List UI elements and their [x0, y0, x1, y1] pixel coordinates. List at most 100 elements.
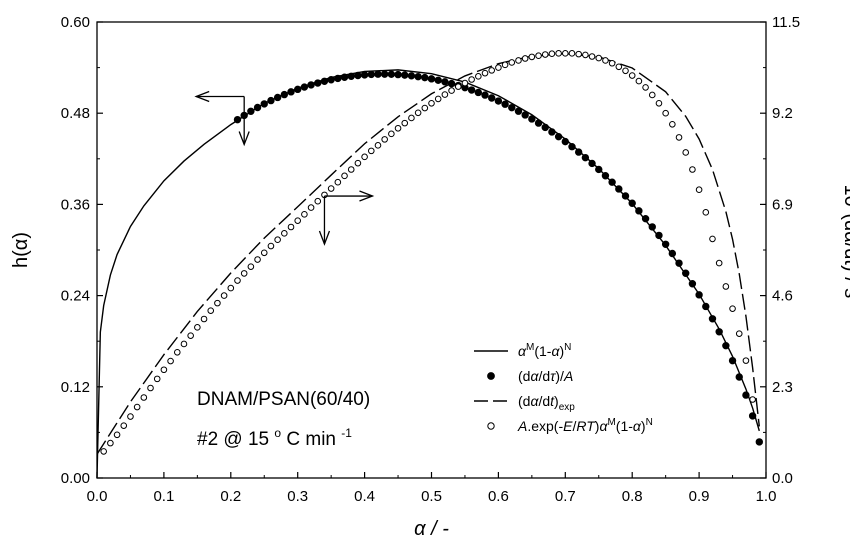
open-point — [729, 305, 736, 312]
open-point — [702, 209, 710, 216]
open-point — [167, 357, 174, 365]
open-point — [207, 307, 215, 314]
x-tick-label: 0.8 — [622, 488, 643, 505]
y-tick-label: 0.60 — [61, 14, 90, 31]
arrow-head — [194, 90, 210, 103]
open-point — [347, 166, 355, 173]
filled-point — [427, 75, 436, 83]
open-point — [194, 324, 201, 331]
open-point — [381, 136, 388, 143]
x-tick-label: 1.0 — [756, 488, 777, 505]
open-point — [220, 292, 228, 299]
open-point — [575, 50, 582, 58]
axis-labels: α / - h(α) 10³(dα/dt) / s⁻¹ — [10, 184, 850, 540]
open-point — [488, 67, 496, 74]
open-point — [267, 242, 275, 250]
y2-axis-label: 10³(dα/dt) / s⁻¹ — [840, 184, 850, 315]
open-point — [281, 230, 288, 237]
filled-point — [648, 223, 656, 231]
filled-point — [528, 115, 536, 123]
filled-point — [340, 73, 349, 81]
open-point — [689, 166, 696, 173]
open-point — [562, 50, 569, 57]
open-point — [100, 448, 107, 455]
filled-point — [548, 128, 556, 136]
filled-point — [682, 269, 690, 277]
legend-label: (dα/dτ)/A — [518, 368, 573, 384]
filled-point — [715, 328, 723, 336]
arrow-head — [238, 131, 250, 147]
filled-point — [635, 207, 643, 215]
annotation-line-1: DNAM/PSAN(60/40) — [197, 389, 370, 410]
filled-point — [488, 94, 496, 102]
filled-point — [380, 70, 389, 78]
annotation-layer: DNAM/PSAN(60/40) #2 @ 15 o C min -1 — [194, 90, 375, 450]
open-point — [234, 277, 241, 284]
open-point — [227, 284, 235, 292]
open-point — [180, 340, 188, 348]
x-tick-label: 0.4 — [354, 488, 375, 505]
open-point — [695, 186, 703, 194]
legend-entry-0: αM​(1-α)N​ — [474, 342, 571, 359]
filled-point — [735, 373, 743, 381]
open-point — [608, 59, 616, 67]
x-tick-label: 0.0 — [87, 488, 108, 505]
open-point — [401, 119, 409, 127]
legend: αM​(1-α)N​ (dα/dτ)/A (dα/dt)exp​ A.exp(-E/R… — [474, 342, 653, 434]
open-point — [187, 332, 194, 339]
filled-point — [615, 185, 623, 193]
annotation-unit: C min — [286, 429, 336, 450]
annotation-exponent: -1 — [341, 426, 352, 440]
open-point — [274, 236, 281, 243]
filled-point — [668, 249, 677, 258]
y2-tick-label: 11.5 — [772, 14, 800, 31]
open-point — [341, 172, 348, 180]
open-point — [388, 130, 395, 138]
open-point — [200, 315, 208, 323]
filled-point — [628, 199, 636, 207]
filled-point — [521, 111, 529, 119]
filled-point — [534, 119, 543, 127]
filled-point — [354, 71, 362, 80]
filled-point — [394, 70, 402, 79]
open-point — [648, 91, 656, 99]
arrow-head — [359, 190, 375, 202]
y2-tick-label: 6.9 — [772, 196, 793, 213]
filled-point — [300, 83, 309, 91]
axes-layer: 0.0 0.1 0.2 0.3 0.4 0.5 0.6 0.7 0.8 0.9 1.0 0.00 0.1… — [61, 14, 800, 505]
filled-point — [347, 72, 355, 80]
filled-point — [387, 70, 396, 78]
filled-point — [675, 259, 683, 267]
x-tick-label: 0.2 — [220, 488, 241, 505]
open-point — [595, 54, 603, 62]
filled-point — [307, 81, 315, 89]
open-point — [260, 249, 268, 257]
x-tick-label: 0.6 — [488, 488, 509, 505]
y-tick-label: 0.00 — [61, 470, 90, 487]
filled-point — [655, 231, 663, 240]
open-point — [715, 259, 723, 267]
x-tick-label: 0.9 — [689, 488, 710, 505]
open-point — [521, 55, 529, 62]
y2-tick-label: 9.2 — [772, 105, 793, 122]
filled-point — [407, 72, 416, 80]
filled-point — [494, 97, 503, 105]
open-point — [394, 124, 402, 132]
open-point — [501, 61, 509, 69]
arrow-head — [318, 230, 331, 246]
x-tick-label: 0.1 — [153, 488, 174, 505]
legend-swatch-filled — [487, 372, 495, 380]
open-point — [254, 256, 261, 263]
open-point — [682, 149, 690, 156]
filled-point — [608, 178, 616, 186]
filled-point — [728, 356, 737, 365]
filled-point — [367, 70, 375, 79]
filled-point — [320, 77, 329, 85]
open-point — [508, 59, 516, 66]
open-point — [127, 413, 134, 420]
open-point — [642, 84, 649, 91]
filled-point — [561, 137, 569, 146]
open-point — [495, 64, 502, 71]
y-tick-label: 0.48 — [61, 105, 90, 122]
open-point — [548, 50, 556, 58]
